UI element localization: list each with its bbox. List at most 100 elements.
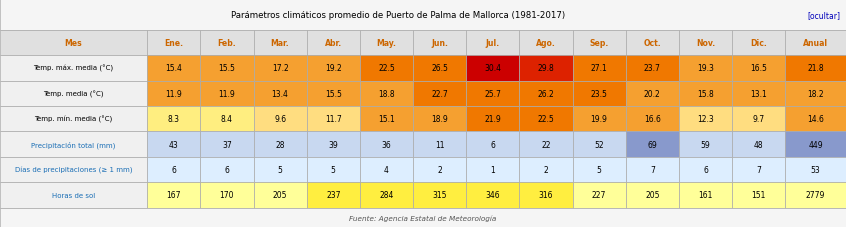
Text: 25.7: 25.7 — [485, 89, 501, 98]
Bar — [519, 56, 573, 81]
Text: Mes: Mes — [64, 39, 82, 48]
Text: 2779: 2779 — [806, 191, 826, 200]
Bar — [785, 157, 846, 183]
Text: 43: 43 — [169, 140, 179, 149]
Bar — [626, 56, 678, 81]
Text: 205: 205 — [645, 191, 660, 200]
Bar — [519, 31, 573, 56]
Bar — [785, 132, 846, 157]
Text: Oct.: Oct. — [644, 39, 662, 48]
Text: 4: 4 — [384, 165, 389, 174]
Text: 13.4: 13.4 — [272, 89, 288, 98]
Text: 26.5: 26.5 — [431, 64, 448, 73]
Bar — [413, 106, 466, 132]
Text: 37: 37 — [222, 140, 232, 149]
Text: 6: 6 — [703, 165, 708, 174]
Bar — [360, 157, 413, 183]
Bar — [0, 81, 147, 106]
Text: 15.5: 15.5 — [218, 64, 235, 73]
Text: 449: 449 — [808, 140, 823, 149]
Bar — [0, 56, 147, 81]
Text: 23.5: 23.5 — [591, 89, 607, 98]
Bar — [466, 106, 519, 132]
Bar — [0, 0, 846, 31]
Text: Feb.: Feb. — [217, 39, 236, 48]
Bar — [519, 132, 573, 157]
Text: 28: 28 — [275, 140, 285, 149]
Text: 6: 6 — [172, 165, 176, 174]
Bar — [360, 31, 413, 56]
Text: Días de precipitaciones (≥ 1 mm): Días de precipitaciones (≥ 1 mm) — [15, 166, 132, 173]
Text: Nov.: Nov. — [696, 39, 715, 48]
Bar — [413, 31, 466, 56]
Bar — [785, 183, 846, 208]
Bar — [626, 106, 678, 132]
Bar — [413, 56, 466, 81]
Text: 167: 167 — [167, 191, 181, 200]
Text: 11: 11 — [435, 140, 444, 149]
Bar — [413, 81, 466, 106]
Bar — [307, 106, 360, 132]
Text: Sep.: Sep. — [590, 39, 609, 48]
Bar — [0, 208, 846, 227]
Text: Dic.: Dic. — [750, 39, 767, 48]
Text: Temp. máx. media (°C): Temp. máx. media (°C) — [34, 65, 113, 72]
Bar — [201, 157, 254, 183]
Text: Precipitación total (mm): Precipitación total (mm) — [31, 141, 116, 148]
Text: 11.7: 11.7 — [325, 115, 342, 124]
Text: 237: 237 — [326, 191, 341, 200]
Bar — [147, 183, 201, 208]
Text: Horas de sol: Horas de sol — [52, 192, 96, 198]
Text: 170: 170 — [220, 191, 234, 200]
Text: 13.1: 13.1 — [750, 89, 767, 98]
Text: 2: 2 — [544, 165, 548, 174]
Text: 1: 1 — [491, 165, 495, 174]
Bar — [732, 157, 785, 183]
Bar — [307, 81, 360, 106]
Text: Anual: Anual — [803, 39, 828, 48]
Text: 5: 5 — [277, 165, 283, 174]
Bar — [307, 157, 360, 183]
Bar — [360, 106, 413, 132]
Bar — [201, 56, 254, 81]
Text: 30.4: 30.4 — [484, 64, 502, 73]
Text: 19.9: 19.9 — [591, 115, 607, 124]
Bar — [573, 31, 626, 56]
Text: 6: 6 — [224, 165, 229, 174]
Text: 5: 5 — [596, 165, 602, 174]
Text: 19.2: 19.2 — [325, 64, 342, 73]
Bar — [147, 132, 201, 157]
Bar — [732, 31, 785, 56]
Bar — [0, 157, 147, 183]
Text: 18.9: 18.9 — [431, 115, 448, 124]
Bar — [678, 81, 732, 106]
Text: 8.3: 8.3 — [168, 115, 179, 124]
Bar — [573, 81, 626, 106]
Text: 16.5: 16.5 — [750, 64, 767, 73]
Text: 22.7: 22.7 — [431, 89, 448, 98]
Text: Mar.: Mar. — [271, 39, 289, 48]
Text: Ago.: Ago. — [536, 39, 556, 48]
Bar — [147, 157, 201, 183]
Text: 15.4: 15.4 — [165, 64, 182, 73]
Text: Temp. media (°C): Temp. media (°C) — [43, 90, 104, 97]
Bar — [307, 56, 360, 81]
Text: 15.8: 15.8 — [697, 89, 714, 98]
Text: 315: 315 — [432, 191, 447, 200]
Text: 22.5: 22.5 — [378, 64, 395, 73]
Text: 161: 161 — [698, 191, 712, 200]
Text: 17.2: 17.2 — [272, 64, 288, 73]
Bar — [201, 183, 254, 208]
Text: 2: 2 — [437, 165, 442, 174]
Bar — [307, 183, 360, 208]
Text: 29.8: 29.8 — [537, 64, 554, 73]
Bar — [254, 81, 307, 106]
Bar — [147, 106, 201, 132]
Text: 8.4: 8.4 — [221, 115, 233, 124]
Text: Jul.: Jul. — [486, 39, 500, 48]
Text: 21.9: 21.9 — [485, 115, 501, 124]
Bar — [678, 157, 732, 183]
Bar — [466, 183, 519, 208]
Text: 53: 53 — [810, 165, 821, 174]
Text: 316: 316 — [539, 191, 553, 200]
